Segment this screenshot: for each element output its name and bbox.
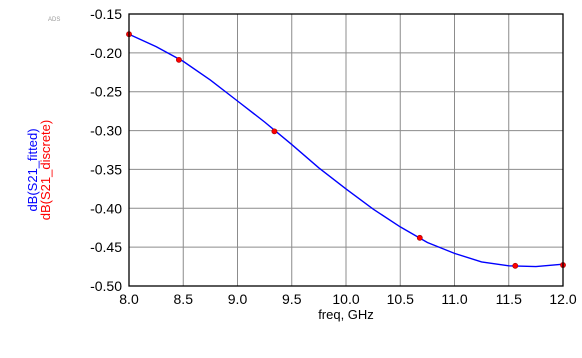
data-point-s21-discrete <box>416 234 423 241</box>
x-tick-label: 9.5 <box>282 291 302 307</box>
x-tick-label: 8.0 <box>119 291 139 307</box>
tick-labels: 8.0 8.5 9.0 9.5 10.0 10.5 11.0 11.5 12.0 -0.15 -0.… <box>90 6 577 307</box>
y-tick-label: -0.35 <box>90 161 122 177</box>
y-tick-label: -0.30 <box>90 123 122 139</box>
y-label-s21-discrete: dB(S21_discrete) <box>38 120 53 220</box>
data-point-s21-discrete <box>271 128 278 135</box>
y-tick-label: -0.40 <box>90 200 122 216</box>
y-tick-label: -0.50 <box>90 278 122 294</box>
x-tick-label: 10.5 <box>387 291 414 307</box>
y-tick-label: -0.20 <box>90 45 122 61</box>
y-tick-label: -0.25 <box>90 84 122 100</box>
series-line-s21-fitted <box>128 33 564 268</box>
x-tick-label: 12.0 <box>549 291 576 307</box>
x-tick-label: 10.0 <box>332 291 359 307</box>
x-tick-label: 8.5 <box>174 291 194 307</box>
plot-frame <box>128 13 564 287</box>
y-axis-labels: dB(S21_fitted)dB(S21_discrete) <box>25 120 53 220</box>
ads-watermark: ADS <box>48 17 60 23</box>
data-point-s21-discrete <box>176 56 182 63</box>
y-tick-label: -0.45 <box>90 239 122 255</box>
y-tick-label: -0.15 <box>90 6 122 22</box>
x-tick-label: 9.0 <box>228 291 248 307</box>
y-label-s21-fitted: dB(S21_fitted) <box>25 128 40 211</box>
x-tick-label: 11.0 <box>441 291 467 307</box>
series-layer <box>126 31 566 269</box>
x-tick-label: 11.5 <box>496 291 522 307</box>
data-point-s21-discrete <box>512 262 519 269</box>
x-axis-label: freq, GHz <box>318 307 374 322</box>
grid <box>128 13 564 287</box>
